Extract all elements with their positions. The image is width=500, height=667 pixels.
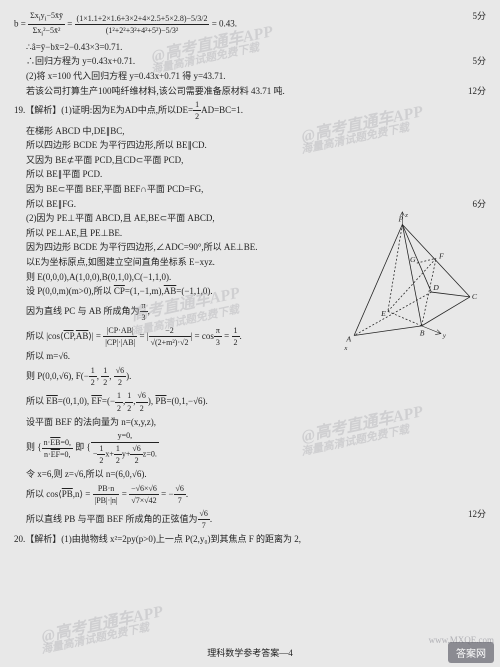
svg-text:A: A: [345, 334, 351, 343]
svg-text:E: E: [380, 309, 386, 318]
score-label: 12分: [468, 85, 486, 98]
svg-text:C: C: [472, 292, 478, 301]
text-line: 因为四边形 BCDE 为平行四边形,∠ADC=90°,所以 AE⊥BE.: [14, 241, 344, 254]
text-line: 所以四边形 BCDE 为平行四边形,所以 BE∥CD.: [14, 139, 486, 152]
svg-text:x: x: [343, 345, 347, 350]
svg-text:B: B: [420, 329, 425, 338]
text-line: 设平面 BEF 的法向量为 n=(x,y,z),: [14, 416, 486, 429]
text-line: 所以 cos⟨PB,n⟩ = PB·n|PB|·|n| = −√6×√6√7×√…: [14, 483, 486, 506]
text-line: 以E为坐标原点,如图建立空间直角坐标系 E−xyz.: [14, 256, 344, 269]
svg-text:F: F: [438, 251, 444, 260]
svg-text:D: D: [432, 283, 439, 292]
page-footer: 理科数学参考答案—4: [0, 646, 500, 659]
score-label: 6分: [472, 198, 486, 211]
score-label: 5分: [472, 55, 486, 68]
text-line: (2)将 x=100 代入回归方程 y=0.43x+0.71 得 y=43.71…: [14, 70, 486, 83]
corner-badge: 答案网: [448, 642, 494, 663]
text-line: 所以 |cos⟨CP,AB⟩| = |CP·AB||CP|·|AB| = |−2…: [14, 325, 344, 348]
watermark: @高考直通车APP: [39, 597, 165, 646]
text-line: 所以 EB=(0,1,0), EF=(−12,12,√62), PB=(0,1,…: [14, 390, 486, 413]
text-line: 所以 PE⊥AE,且 PE⊥BE.: [14, 227, 344, 240]
svg-text:z: z: [404, 212, 408, 219]
text-line: 令 x=6,则 z=√6,所以 n=(6,0,√6).: [14, 468, 486, 481]
text-line: 20.【解析】(1)由抛物线 x²=2py(p>0)上一点 P(2,y₀)到其焦…: [14, 533, 486, 546]
svg-text:P: P: [397, 215, 403, 224]
geometry-diagram: P z E A x B y D C G F: [342, 210, 482, 350]
text-line: 所以 m=√6.: [14, 350, 344, 363]
svg-text:y: y: [442, 332, 446, 339]
text-line: 则 P(0,0,√6), F(−12, 12, √62).: [14, 365, 486, 388]
text-line: 则 E(0,0,0),A(1,0,0),B(0,1,0),C(−1,1,0).: [14, 271, 344, 284]
text-line: ∴回归方程为 y=0.43x+0.71.5分: [14, 55, 486, 68]
score-label: 5分: [472, 10, 486, 23]
text-line: 则 {n·EB=0,n·EF=0, 即 {y=0,−12x+12y+√62z=0…: [14, 430, 486, 466]
text-line: 设 P(0,0,m)(m>0),所以 CP=(1,−1,m),AB=(−1,1,…: [14, 285, 344, 298]
text-line: 若该公司打算生产100吨纤维材料,该公司需要准备原材料 43.71 吨.12分: [14, 85, 486, 98]
text-line: ∴â=ȳ−bx̄=2−0.43×3=0.71.: [14, 41, 486, 54]
text-line: b = Σxiyi−5x̄ȳΣxi²−5x̄² = (1×1.1+2×1.6+3…: [14, 10, 486, 39]
text-line: 所以直线 PB 与平面 BEF 所成角的正弦值为√67.12分: [14, 508, 486, 531]
text-line: 因为直线 PC 与 AB 所成角为π3,: [14, 300, 344, 323]
text-line: 又因为 BE⊄平面 PCD,且CD⊂平面 PCD,: [14, 154, 486, 167]
svg-text:G: G: [410, 255, 416, 264]
score-label: 12分: [468, 508, 486, 521]
text-line: 在梯形 ABCD 中,DE∥BC,: [14, 125, 486, 138]
text-line: 所以 BE∥FG.6分: [14, 198, 486, 211]
text-line: 19.【解析】(1)证明:因为E为AD中点,所以DE=12AD=BC=1.: [14, 99, 486, 122]
text-line: (2)因为 PE⊥平面 ABCD,且 AE,BE⊂平面 ABCD,: [14, 212, 344, 225]
text-line: 因为 BE⊂平面 BEF,平面 BEF∩平面 PCD=FG,: [14, 183, 486, 196]
text-line: 所以 BE∥平面 PCD.: [14, 168, 486, 181]
